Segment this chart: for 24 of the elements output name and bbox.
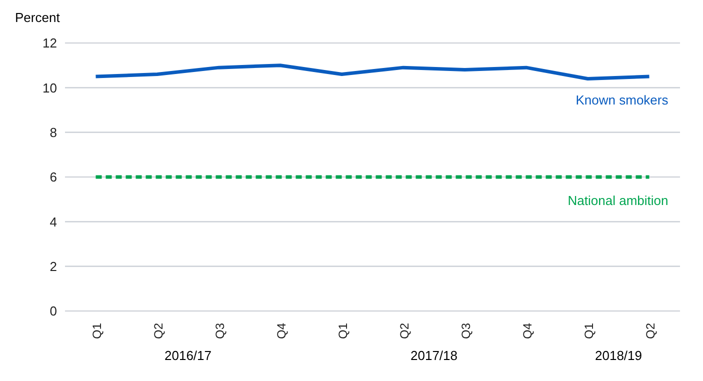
x-tick-label: Q4 — [520, 322, 534, 340]
x-tick-label: Q1 — [582, 322, 596, 340]
y-tick-label: 10 — [42, 80, 57, 96]
series-label: Known smokers — [576, 92, 669, 108]
series-label: National ambition — [568, 193, 668, 208]
x-tick-label: Q2 — [397, 322, 412, 340]
text: 2016/17 — [164, 348, 212, 363]
x-tick-label: Q1 — [90, 322, 104, 340]
y-tick-label: 4 — [50, 214, 57, 230]
x-tick-label: Q3 — [458, 322, 473, 340]
y-tick-label: 8 — [50, 124, 57, 140]
y-tick-label: 2 — [50, 258, 57, 274]
x-tick-label: Q1 — [336, 322, 350, 340]
x-tick-label: Q4 — [274, 322, 288, 340]
text: 2017/18 — [410, 348, 458, 363]
y-axis-title: Percent — [15, 10, 60, 25]
x-tick-label: Q2 — [643, 322, 658, 340]
y-tick-label: 12 — [42, 36, 57, 51]
y-tick-label: 0 — [50, 304, 57, 319]
y-tick-label: 6 — [50, 170, 57, 185]
line-series — [94, 64, 651, 80]
x-tick-label: Q2 — [151, 322, 166, 340]
x-tick-label: Q3 — [212, 322, 227, 340]
text: 2018/19 — [594, 348, 643, 363]
